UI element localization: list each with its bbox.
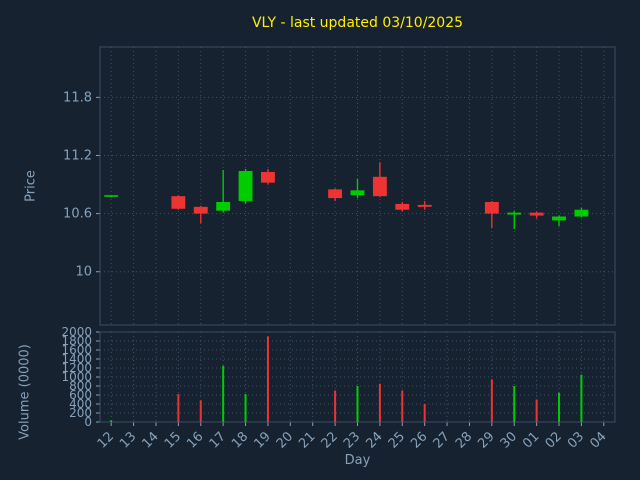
x-tick-label: 02 [543, 429, 565, 451]
volume-tick-label: 600 [69, 388, 92, 402]
candle-body [171, 196, 186, 209]
volume-axis-label: Volume (0000) [17, 344, 33, 440]
volume-tick-label: 200 [69, 406, 92, 420]
candle-body [350, 190, 365, 196]
volume-tick-label: 800 [69, 379, 92, 393]
candle-body [372, 176, 387, 197]
x-tick-label: 29 [475, 429, 497, 451]
x-tick-label: 26 [408, 429, 430, 451]
x-axis-label: Day [344, 453, 371, 468]
chart-title: VLY - last updated 03/10/2025 [251, 15, 464, 31]
candle-body [395, 203, 410, 210]
candle-body [260, 171, 275, 183]
volume-tick-label: 1000 [61, 370, 92, 384]
x-tick-label: 27 [431, 429, 453, 451]
candle-body [193, 206, 208, 214]
volume-tick-label: 1200 [61, 361, 92, 375]
price-panel-spine [99, 46, 616, 326]
x-tick-label: 18 [229, 429, 251, 451]
price-tick-label: 11.8 [63, 90, 92, 105]
volume-tick-label: 0 [84, 415, 92, 429]
x-tick-label: 21 [296, 429, 318, 451]
candle-body [484, 201, 499, 214]
x-tick-label: 04 [587, 429, 609, 451]
price-axis-label: Price [23, 170, 39, 202]
candle-body [216, 201, 231, 211]
volume-tick-label: 2000 [61, 325, 92, 339]
x-tick-label: 30 [498, 429, 520, 451]
x-tick-label: 03 [565, 429, 587, 451]
candle-body [574, 209, 589, 217]
x-tick-label: 14 [139, 429, 161, 451]
x-tick-label: 20 [274, 429, 296, 451]
candle-body [417, 204, 432, 207]
volume-tick-label: 1800 [61, 334, 92, 348]
price-tick-label: 10 [75, 265, 92, 280]
volume-tick-label: 1600 [61, 343, 92, 357]
price-tick-label: 11.2 [63, 148, 92, 163]
candle-body [529, 212, 544, 216]
candle-body [104, 195, 119, 197]
x-tick-label: 13 [117, 429, 139, 451]
x-tick-label: 19 [251, 429, 273, 451]
candle-body [507, 212, 522, 215]
x-tick-label: 22 [319, 429, 341, 451]
price-tick-label: 10.6 [63, 207, 92, 222]
x-tick-label: 12 [95, 429, 117, 451]
volume-tick-label: 400 [69, 397, 92, 411]
x-tick-label: 28 [453, 429, 475, 451]
x-tick-label: 16 [184, 429, 206, 451]
x-tick-label: 24 [363, 429, 385, 451]
x-tick-label: 15 [162, 429, 184, 451]
candle-body [238, 170, 253, 202]
x-tick-label: 01 [520, 429, 542, 451]
candle-body [552, 216, 566, 221]
volume-tick-label: 1400 [61, 352, 92, 366]
candle-body [328, 189, 343, 199]
x-tick-label: 23 [341, 429, 363, 451]
x-tick-label: 25 [386, 429, 408, 451]
x-tick-label: 17 [207, 429, 229, 451]
